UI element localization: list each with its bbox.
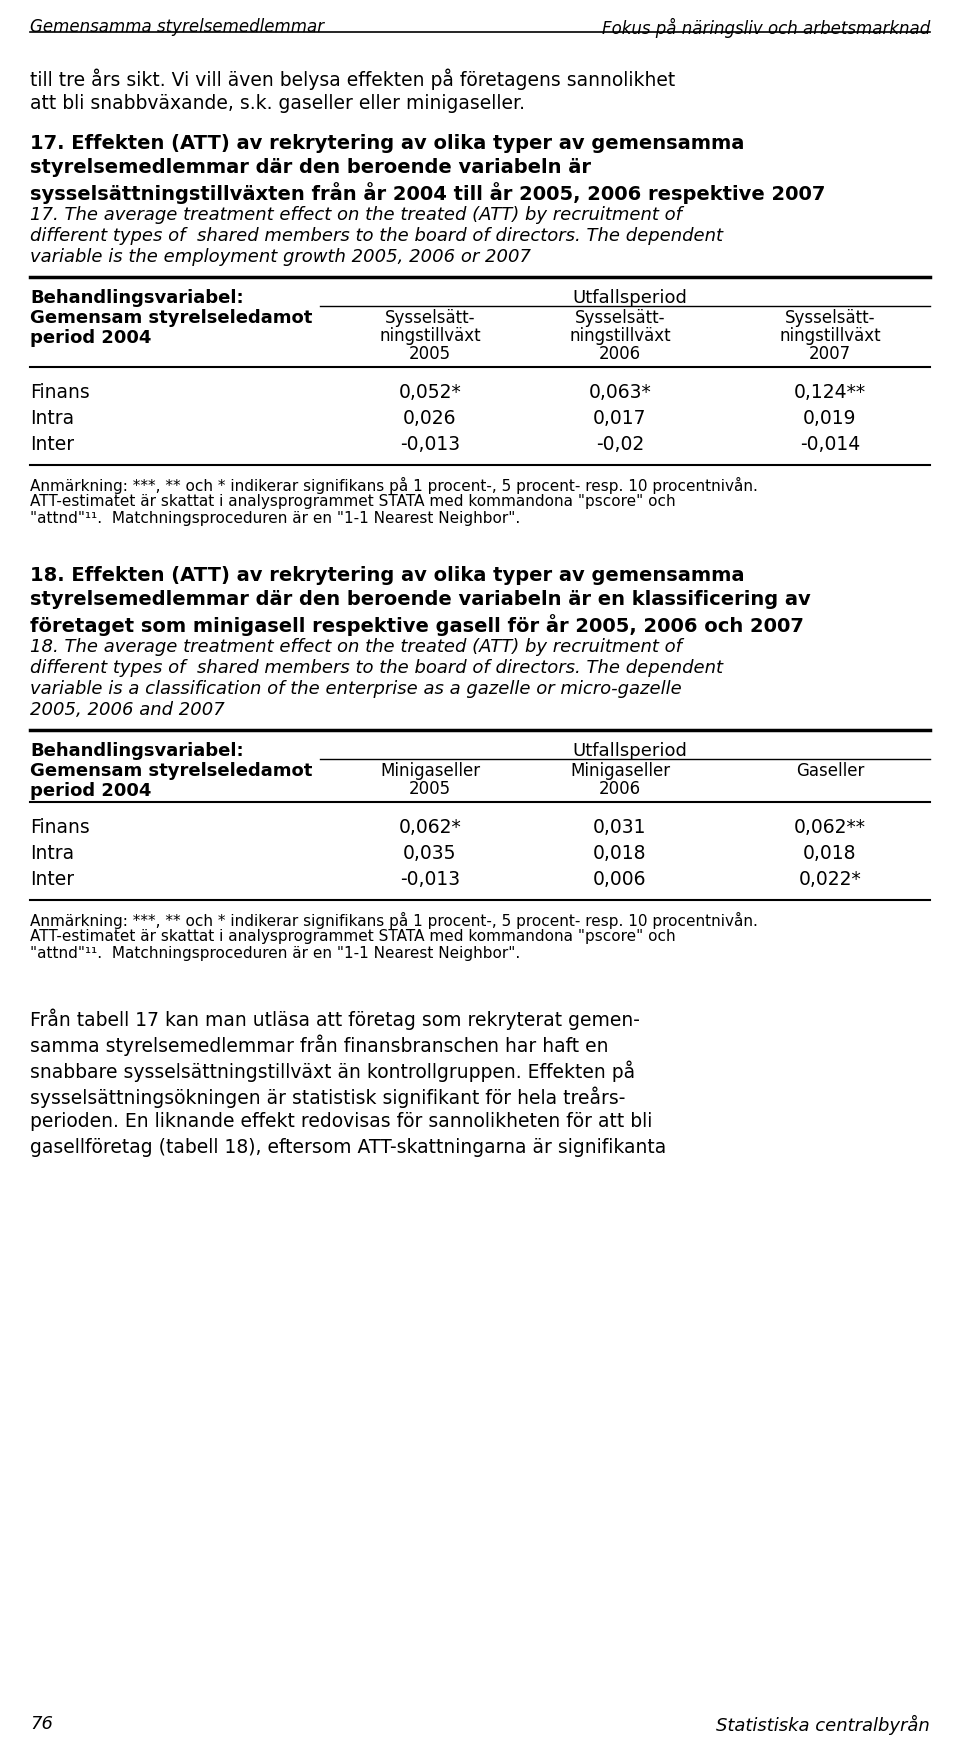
- Text: 0,022*: 0,022*: [799, 870, 861, 889]
- Text: 0,124**: 0,124**: [794, 382, 866, 401]
- Text: Minigaseller: Minigaseller: [570, 763, 670, 780]
- Text: Intra: Intra: [30, 408, 74, 427]
- Text: Från tabell 17 kan man utläsa att företag som rekryterat gemen-: Från tabell 17 kan man utläsa att företa…: [30, 1007, 640, 1030]
- Text: variable is a classification of the enterprise as a gazelle or micro-gazelle: variable is a classification of the ente…: [30, 679, 682, 698]
- Text: 17. Effekten (ATT) av rekrytering av olika typer av gemensamma: 17. Effekten (ATT) av rekrytering av oli…: [30, 134, 744, 153]
- Text: Utfallsperiod: Utfallsperiod: [572, 288, 687, 307]
- Text: 0,035: 0,035: [403, 844, 457, 863]
- Text: 0,052*: 0,052*: [398, 382, 462, 401]
- Text: Gaseller: Gaseller: [796, 763, 864, 780]
- Text: 0,019: 0,019: [804, 408, 856, 427]
- Text: samma styrelsemedlemmar från finansbranschen har haft en: samma styrelsemedlemmar från finansbrans…: [30, 1034, 609, 1056]
- Text: Sysselsätt-: Sysselsätt-: [385, 309, 475, 327]
- Text: 2005: 2005: [409, 346, 451, 363]
- Text: ATT-estimatet är skattat i analysprogrammet STATA med kommandona "pscore" och: ATT-estimatet är skattat i analysprogram…: [30, 929, 676, 943]
- Text: Minigaseller: Minigaseller: [380, 763, 480, 780]
- Text: Inter: Inter: [30, 434, 74, 453]
- Text: Sysselsätt-: Sysselsätt-: [784, 309, 876, 327]
- Text: 0,018: 0,018: [593, 844, 647, 863]
- Text: att bli snabbväxande, s.k. gaseller eller minigaseller.: att bli snabbväxande, s.k. gaseller elle…: [30, 94, 525, 113]
- Text: -0,013: -0,013: [400, 870, 460, 889]
- Text: sysselsättningsökningen är statistisk signifikant för hela treårs-: sysselsättningsökningen är statistisk si…: [30, 1086, 625, 1108]
- Text: gasellföretag (tabell 18), eftersom ATT-skattningarna är signifikanta: gasellföretag (tabell 18), eftersom ATT-…: [30, 1138, 666, 1157]
- Text: -0,014: -0,014: [800, 434, 860, 453]
- Text: Sysselsätt-: Sysselsätt-: [575, 309, 665, 327]
- Text: till tre års sikt. Vi vill även belysa effekten på företagens sannolikhet: till tre års sikt. Vi vill även belysa e…: [30, 68, 675, 90]
- Text: ningstillväxt: ningstillväxt: [379, 327, 481, 346]
- Text: period 2004: period 2004: [30, 782, 152, 801]
- Text: företaget som minigasell respektive gasell för år 2005, 2006 och 2007: företaget som minigasell respektive gase…: [30, 613, 804, 636]
- Text: 2005, 2006 and 2007: 2005, 2006 and 2007: [30, 702, 225, 719]
- Text: 0,006: 0,006: [593, 870, 647, 889]
- Text: 2006: 2006: [599, 780, 641, 797]
- Text: 2006: 2006: [599, 346, 641, 363]
- Text: ATT-estimatet är skattat i analysprogrammet STATA med kommandona "pscore" och: ATT-estimatet är skattat i analysprogram…: [30, 493, 676, 509]
- Text: different types of  shared members to the board of directors. The dependent: different types of shared members to the…: [30, 228, 723, 245]
- Text: Gemensamma styrelsemedlemmar: Gemensamma styrelsemedlemmar: [30, 17, 324, 36]
- Text: Utfallsperiod: Utfallsperiod: [572, 742, 687, 761]
- Text: 0,062*: 0,062*: [398, 818, 462, 837]
- Text: sysselsättningstillväxten från år 2004 till år 2005, 2006 respektive 2007: sysselsättningstillväxten från år 2004 t…: [30, 182, 826, 203]
- Text: 2007: 2007: [809, 346, 852, 363]
- Text: Anmärkning: ***, ** och * indikerar signifikans på 1 procent-, 5 procent- resp. : Anmärkning: ***, ** och * indikerar sign…: [30, 912, 757, 929]
- Text: -0,013: -0,013: [400, 434, 460, 453]
- Text: 0,031: 0,031: [593, 818, 647, 837]
- Text: 2005: 2005: [409, 780, 451, 797]
- Text: Intra: Intra: [30, 844, 74, 863]
- Text: Behandlingsvariabel:: Behandlingsvariabel:: [30, 288, 244, 307]
- Text: 0,063*: 0,063*: [588, 382, 652, 401]
- Text: different types of  shared members to the board of directors. The dependent: different types of shared members to the…: [30, 658, 723, 677]
- Text: "attnd"¹¹.  Matchningsproceduren är en "1-1 Nearest Neighbor".: "attnd"¹¹. Matchningsproceduren är en "1…: [30, 511, 520, 526]
- Text: ningstillväxt: ningstillväxt: [780, 327, 881, 346]
- Text: Gemensam styrelseledamot: Gemensam styrelseledamot: [30, 763, 312, 780]
- Text: 0,062**: 0,062**: [794, 818, 866, 837]
- Text: Inter: Inter: [30, 870, 74, 889]
- Text: Fokus på näringsliv och arbetsmarknad: Fokus på näringsliv och arbetsmarknad: [602, 17, 930, 38]
- Text: 0,026: 0,026: [403, 408, 457, 427]
- Text: Finans: Finans: [30, 818, 89, 837]
- Text: Behandlingsvariabel:: Behandlingsvariabel:: [30, 742, 244, 761]
- Text: 76: 76: [30, 1714, 53, 1734]
- Text: ningstillväxt: ningstillväxt: [569, 327, 671, 346]
- Text: 18. The average treatment effect on the treated (ATT) by recruitment of: 18. The average treatment effect on the …: [30, 637, 682, 657]
- Text: 17. The average treatment effect on the treated (ATT) by recruitment of: 17. The average treatment effect on the …: [30, 207, 682, 224]
- Text: "attnd"¹¹.  Matchningsproceduren är en "1-1 Nearest Neighbor".: "attnd"¹¹. Matchningsproceduren är en "1…: [30, 947, 520, 961]
- Text: styrelsemedlemmar där den beroende variabeln är: styrelsemedlemmar där den beroende varia…: [30, 158, 591, 177]
- Text: Gemensam styrelseledamot: Gemensam styrelseledamot: [30, 309, 312, 327]
- Text: snabbare sysselsättningstillväxt än kontrollgruppen. Effekten på: snabbare sysselsättningstillväxt än kont…: [30, 1060, 636, 1082]
- Text: -0,02: -0,02: [596, 434, 644, 453]
- Text: 18. Effekten (ATT) av rekrytering av olika typer av gemensamma: 18. Effekten (ATT) av rekrytering av oli…: [30, 566, 745, 585]
- Text: perioden. En liknande effekt redovisas för sannolikheten för att bli: perioden. En liknande effekt redovisas f…: [30, 1112, 653, 1131]
- Text: styrelsemedlemmar där den beroende variabeln är en klassificering av: styrelsemedlemmar där den beroende varia…: [30, 591, 811, 610]
- Text: variable is the employment growth 2005, 2006 or 2007: variable is the employment growth 2005, …: [30, 248, 531, 266]
- Text: Anmärkning: ***, ** och * indikerar signifikans på 1 procent-, 5 procent- resp. : Anmärkning: ***, ** och * indikerar sign…: [30, 478, 757, 493]
- Text: 0,017: 0,017: [593, 408, 647, 427]
- Text: period 2004: period 2004: [30, 328, 152, 347]
- Text: 0,018: 0,018: [804, 844, 856, 863]
- Text: Finans: Finans: [30, 382, 89, 401]
- Text: Statistiska centralbyrån: Statistiska centralbyrån: [716, 1714, 930, 1735]
